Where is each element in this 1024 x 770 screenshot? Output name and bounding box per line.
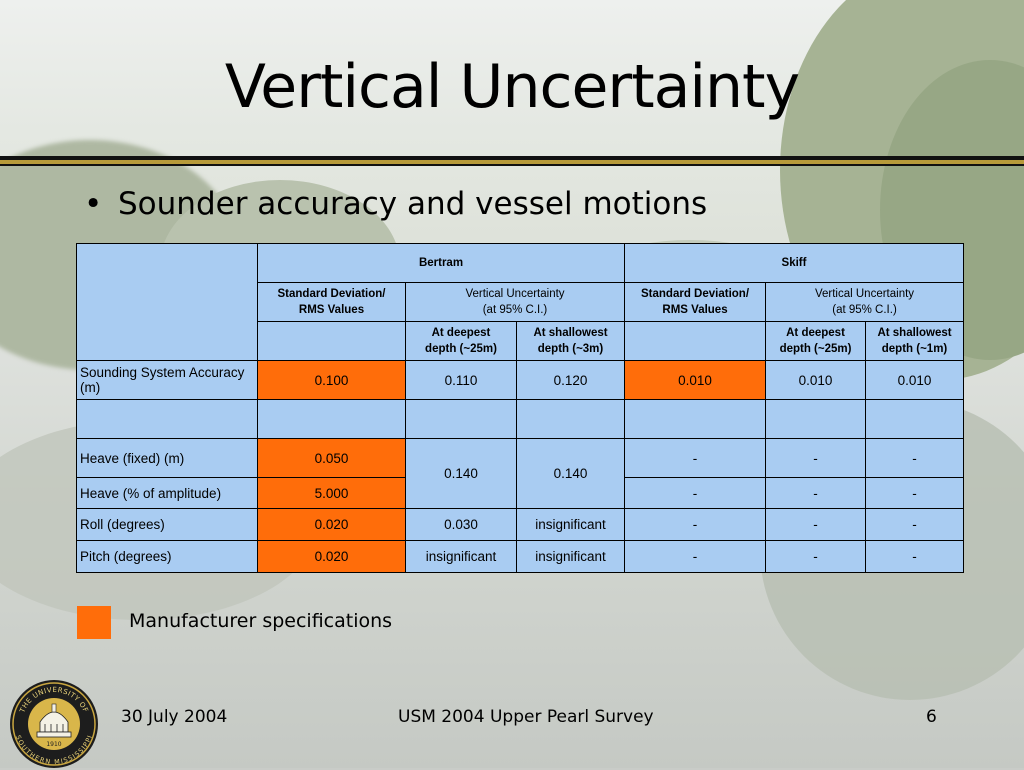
table-cell: [515, 399, 626, 439]
table-cell: 0.050: [257, 438, 406, 478]
table-cell: -: [765, 477, 867, 509]
table-cell: 0.030: [405, 508, 517, 541]
bertram-deepest-header: At deepest depth (~25m): [405, 321, 517, 361]
slide-title: Vertical Uncertainty: [224, 52, 800, 122]
table-row: Heave (% of amplitude) 5.000 - - -: [76, 477, 965, 509]
bertram-std-blank: [257, 321, 406, 361]
manufacturer-legend-swatch: [77, 606, 111, 639]
row-label: Heave (% of amplitude): [76, 477, 258, 509]
table-cell: -: [865, 540, 965, 573]
table-row: Pitch (degrees) 0.020 insignificant insi…: [76, 540, 965, 573]
table-cell: -: [624, 477, 767, 509]
table-cell: 0.140: [515, 438, 626, 509]
skiff-deepest-header: At deepest depth (~25m): [765, 321, 867, 361]
table-header-row: Bertram Skiff: [76, 243, 965, 361]
group-header-skiff: Skiff: [624, 243, 965, 283]
table-cell: insignificant: [515, 508, 626, 541]
table-cell: -: [624, 540, 767, 573]
uncertainty-table: Bertram Skiff Standard Deviation/RMS Val…: [76, 243, 965, 573]
bullet-dot-icon: •: [84, 186, 103, 222]
row-label: Sounding System Accuracy (m): [76, 360, 258, 400]
table-cell: 0.020: [257, 540, 406, 573]
table-cell: [765, 399, 867, 439]
row-label: Heave (fixed) (m): [76, 438, 258, 478]
table-cell: [624, 399, 767, 439]
table-cell: 0.020: [257, 508, 406, 541]
table-cell: [76, 399, 258, 439]
table-cell: [865, 399, 965, 439]
table-subheader-row: Standard Deviation/RMS Values Vertical U…: [77, 282, 965, 322]
table-cell: -: [865, 508, 965, 541]
table-cell: -: [865, 438, 965, 478]
skiff-shallowest-header: At shallowest depth (~1m): [865, 321, 965, 361]
table-cell: -: [765, 540, 867, 573]
row-label: Roll (degrees): [76, 508, 258, 541]
table-row-empty: [76, 399, 965, 439]
title-rule: [0, 156, 1024, 160]
table-cell: 0.110: [405, 360, 517, 400]
skiff-std-header: Standard Deviation/RMS Values: [624, 282, 767, 322]
skiff-std-blank: [624, 321, 767, 361]
row-label: Pitch (degrees): [76, 540, 258, 573]
table-row: Heave (fixed) (m) 0.050 0.140 0.140 - - …: [76, 438, 965, 509]
university-seal-logo: THE UNIVERSITY OF SOUTHERN MISSISSIPPI 1…: [10, 680, 98, 768]
table-cell: -: [765, 508, 867, 541]
group-header-bertram: Bertram: [256, 243, 626, 283]
bertram-shallowest-header: At shallowest depth (~3m): [515, 321, 626, 361]
title-rule-gold: [0, 160, 1024, 164]
table-cell: insignificant: [515, 540, 626, 573]
table-cell: 0.100: [257, 360, 406, 400]
table-row: Roll (degrees) 0.020 0.030 insignificant…: [76, 508, 965, 541]
table-cell: 0.120: [515, 360, 626, 400]
bertram-std-header: Standard Deviation/RMS Values: [257, 282, 406, 322]
table-cell: 0.010: [865, 360, 965, 400]
table-cell: insignificant: [405, 540, 517, 573]
table-cell: -: [865, 477, 965, 509]
table-cell: 5.000: [257, 477, 406, 509]
header-corner-cell: [76, 243, 258, 361]
table-row: Sounding System Accuracy (m) 0.100 0.110…: [76, 360, 965, 400]
footer-date: 30 July 2004: [121, 707, 228, 727]
svg-text:1910: 1910: [46, 741, 61, 748]
bullet-item: • Sounder accuracy and vessel motions: [84, 186, 707, 222]
table-cell: 0.010: [765, 360, 867, 400]
title-rule-lower: [0, 164, 1024, 166]
bertram-vertical-uncertainty-header: Vertical Uncertainty (at 95% C.I.): [404, 282, 626, 322]
slide-number: 6: [926, 707, 937, 727]
bullet-text: Sounder accuracy and vessel motions: [118, 186, 708, 222]
table-cell: -: [624, 508, 767, 541]
table-cell: -: [765, 438, 867, 478]
table-cell: 0.010: [624, 360, 767, 400]
table-cell: -: [624, 438, 767, 478]
table-cell: 0.140: [405, 438, 517, 509]
table-cell: [405, 399, 517, 439]
table-depth-row: At deepest depth (~25m) At shallowest dept…: [77, 321, 965, 361]
legend-label: Manufacturer specifications: [129, 610, 393, 632]
table-cell: [257, 399, 406, 439]
footer-title: USM 2004 Upper Pearl Survey: [398, 707, 654, 727]
skiff-vertical-uncertainty-header: Vertical Uncertainty (at 95% C.I.): [765, 282, 965, 322]
